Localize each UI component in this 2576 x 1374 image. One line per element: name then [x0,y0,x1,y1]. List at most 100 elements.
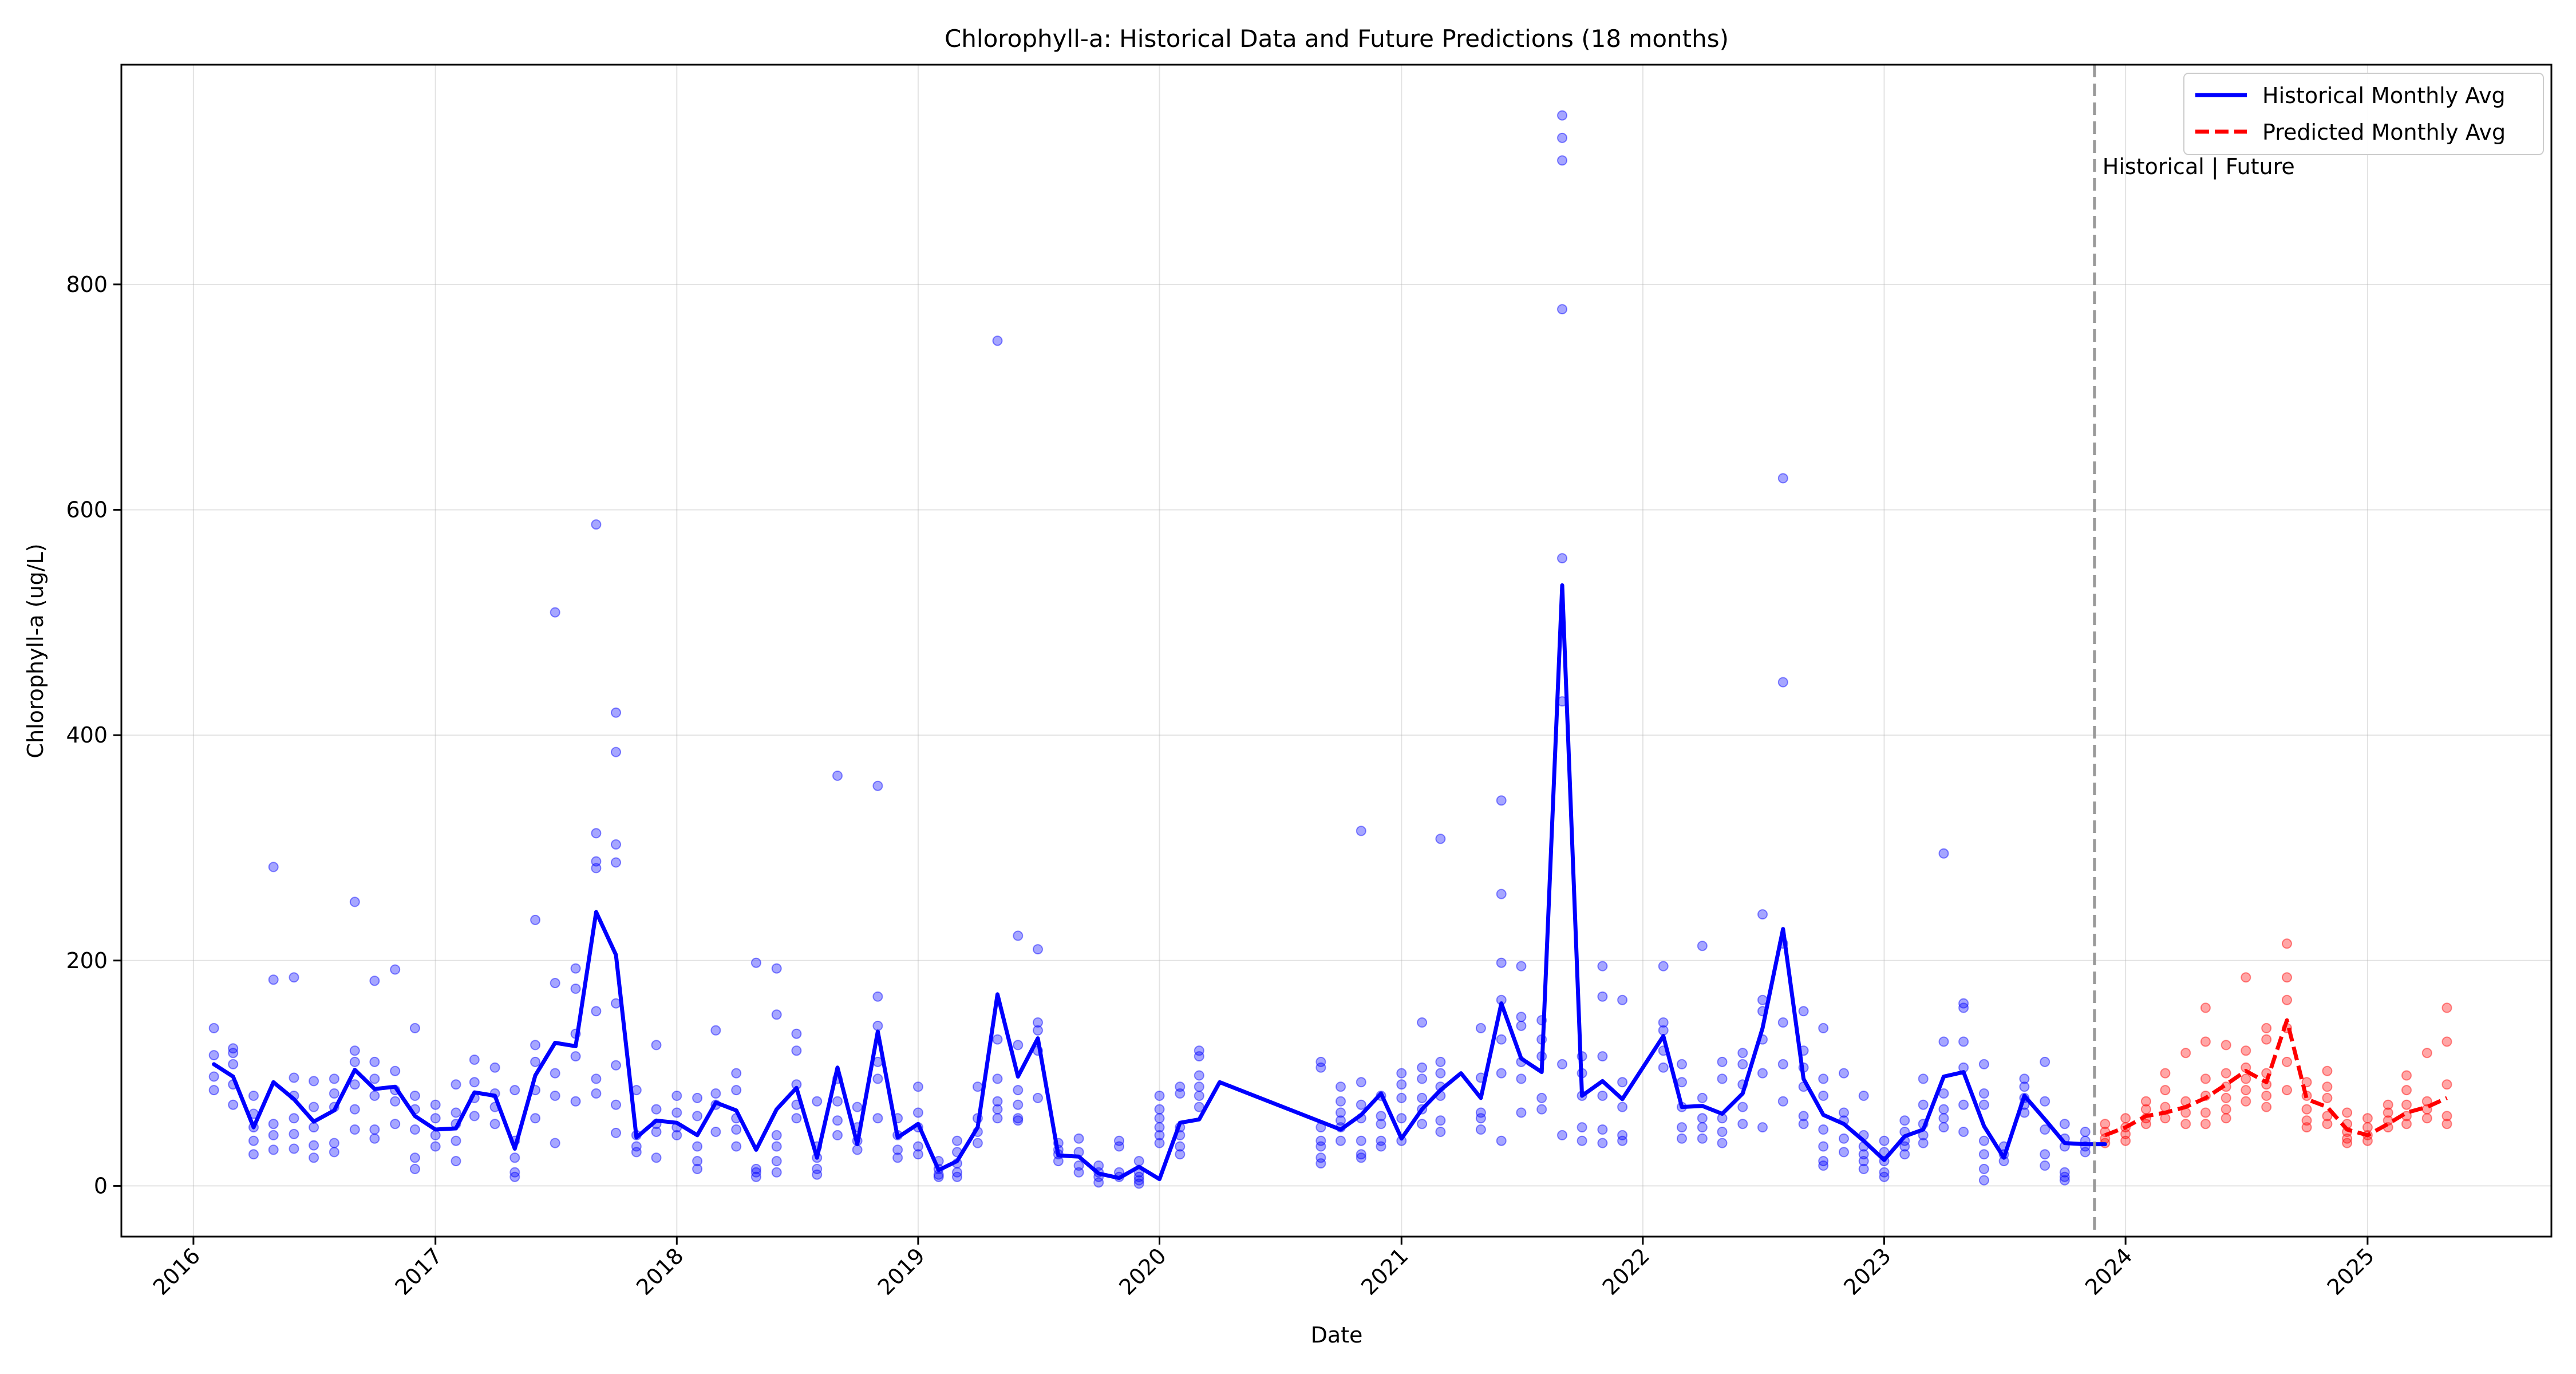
legend: Historical Monthly Avg Predicted Monthly… [2183,73,2544,155]
historical-observation-point [1336,1081,1346,1092]
historical-observation-point [2059,1171,2070,1182]
historical-observation-point [570,963,581,974]
historical-observation-point [1516,961,1527,972]
historical-observation-point [248,1135,259,1146]
historical-observation-point [1658,1062,1669,1073]
predicted-observation-point [2282,1056,2292,1067]
historical-observation-point [570,1096,581,1107]
historical-observation-point [1938,848,1949,859]
predicted-observation-point [2200,1002,2211,1013]
predicted-observation-point [2221,1068,2231,1079]
historical-observation-point [1475,1124,1486,1135]
historical-observation-point [1435,1056,1446,1067]
historical-observation-point [268,974,279,985]
predicted-observation-point [2120,1113,2131,1124]
historical-observation-point [1918,1073,1929,1084]
historical-observation-point [228,1043,239,1054]
historical-observation-point [812,1096,823,1107]
historical-observation-point [1677,1059,1687,1069]
historical-observation-point [208,1022,219,1033]
historical-observation-point [1818,1141,1829,1152]
historical-observation-point [591,856,602,867]
predicted-observation-point [2282,994,2292,1005]
historical-observation-point [771,1156,782,1167]
historical-observation-point [692,1092,703,1103]
historical-observation-point [1597,991,1608,1002]
plot-frame [120,64,2553,1238]
historical-observation-point [349,1104,360,1115]
historical-observation-point [2040,1149,2050,1160]
historical-observation-point [309,1076,319,1087]
historical-observation-point [952,1171,962,1182]
predicted-observation-point [2322,1092,2333,1103]
historical-observation-point [992,1104,1003,1115]
predicted-observation-point [2261,1034,2272,1045]
historical-observation-point [1336,1096,1346,1107]
historical-observation-point [1315,1152,1326,1163]
historical-observation-point [611,707,621,718]
predicted-observation-point [2180,1119,2191,1130]
historical-observation-point [771,963,782,974]
historical-observation-point [2040,1124,2050,1135]
historical-observation-point [309,1101,319,1112]
historical-observation-point [912,1141,923,1152]
historical-observation-point [430,1099,441,1110]
historical-observation-point [1356,1152,1366,1163]
predicted-observation-point [2301,1122,2312,1133]
historical-observation-point [912,1107,923,1118]
historical-observation-point [1839,1147,1849,1158]
predicted-observation-point [2140,1119,2151,1130]
historical-observation-point [892,1152,903,1163]
historical-observation-point [832,1096,843,1107]
y-tick-label: 400 [66,722,108,748]
historical-observation-point [1376,1119,1386,1130]
historical-observation-point [791,1113,802,1124]
historical-observation-point [1417,1073,1428,1084]
historical-observation-point [692,1156,703,1167]
historical-observation-point [872,1073,883,1084]
historical-observation-point [1798,1111,1809,1122]
historical-observation-point [369,1133,380,1144]
historical-observation-point [1899,1149,1910,1160]
historical-observation-point [530,914,541,925]
historical-observation-point [651,1104,662,1115]
predicted-observation-point [2362,1113,2373,1124]
historical-observation-point [1557,1130,1567,1140]
historical-observation-point [1013,1113,1024,1124]
historical-observation-point [530,1113,541,1124]
predicted-observation-point [2200,1119,2211,1130]
historical-observation-point [1858,1156,1869,1167]
predicted-observation-point [2160,1085,2171,1096]
historical-observation-point [1093,1160,1104,1171]
historical-observation-point [1617,1135,1628,1146]
historical-observation-point [1938,1104,1949,1115]
historical-observation-point [1093,1177,1104,1188]
historical-observation-point [1818,1022,1829,1033]
historical-observation-point [1315,1158,1326,1169]
historical-observation-point [329,1147,339,1158]
historical-observation-point [1516,1073,1527,1084]
historical-observation-point [309,1122,319,1133]
predicted-observation-point [2282,938,2292,949]
historical-observation-point [289,1128,299,1139]
series-lines [212,583,2448,1182]
historical-observation-point [1194,1081,1204,1092]
chart-title: Chlorophyll-a: Historical Data and Futur… [945,25,1729,53]
predicted-observation-point [2282,1085,2292,1096]
historical-observation-point [1073,1160,1084,1171]
historical-observation-point [1617,994,1628,1005]
historical-observation-point [872,991,883,1002]
historical-observation-point [349,1056,360,1067]
historical-observation-point [309,1140,319,1151]
historical-observation-point [1597,1138,1608,1148]
historical-observation-point [1958,1099,1969,1110]
historical-observation-point [591,828,602,839]
historical-observation-point [1717,1056,1728,1067]
historical-observation-point [349,1079,360,1090]
historical-observation-point [1577,1135,1587,1146]
predicted-observation-point [2342,1138,2353,1148]
historical-observation-point [812,1163,823,1174]
historical-observation-point [489,1062,500,1073]
historical-observation-point [1557,155,1567,166]
predicted-observation-point [2322,1081,2333,1092]
